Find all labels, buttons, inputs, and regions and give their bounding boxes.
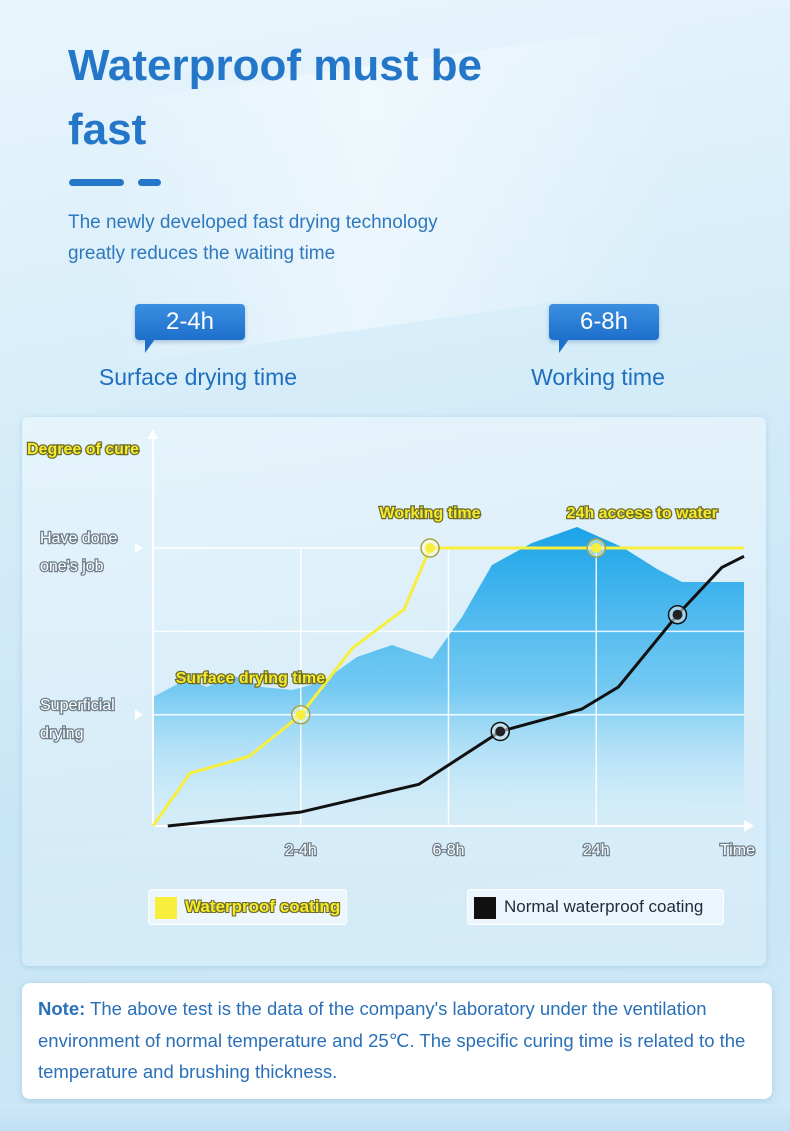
surface-drying-label: Surface drying time: [98, 364, 298, 390]
bottom-strip: [0, 1104, 790, 1131]
y-tick-label-line: one's job: [40, 558, 104, 575]
legend-label-waterproof-coating: Waterproof coating: [185, 897, 341, 916]
series-line-normal-coating: [167, 554, 745, 828]
waterproof-marker: [295, 709, 306, 720]
legend-swatch-yellow: [155, 897, 177, 919]
y-tick-marker: [135, 709, 143, 720]
y-axis-title: Degree of cure: [27, 441, 139, 458]
legend-swatch-black: [474, 897, 496, 919]
y-tick-marker: [135, 543, 143, 553]
page-subtitle: The newly developed fast drying technolo…: [68, 212, 438, 264]
note-label: Note:: [38, 998, 86, 1019]
legend-waterproof-coating: Waterproof coating: [148, 889, 347, 925]
marker-annotation: Surface drying time: [176, 670, 325, 687]
chart-panel: Degree of cure Time Superficial drying Have …: [22, 417, 766, 966]
x-tick-label: 2-4h: [285, 842, 317, 859]
working-time-badge: 6-8h: [549, 304, 659, 353]
y-tick-label-line: Superficial: [40, 697, 115, 714]
x-axis-title: Time: [720, 842, 755, 859]
working-time-label: Working time: [531, 364, 665, 390]
title-underline-long: [69, 179, 124, 186]
x-tick-label: 24h: [583, 842, 610, 859]
waterproof-marker: [591, 543, 602, 553]
y-tick-label: Have done one's job: [40, 530, 117, 575]
series-line-waterproof-coating: [151, 546, 744, 827]
y-tick-label: Superficial drying: [40, 697, 115, 742]
x-tick-label: 6-8h: [432, 842, 464, 859]
note-text: Note: The above test is the data of the …: [38, 993, 758, 1088]
note-body: The above test is the data of the compan…: [38, 998, 746, 1082]
note-panel: Note: The above test is the data of the …: [22, 983, 772, 1099]
normal-marker: [495, 726, 506, 737]
title-underline-short: [138, 179, 161, 186]
marker-annotation: Working time: [380, 505, 481, 522]
normal-marker: [672, 609, 683, 620]
legend-label-normal-coating: Normal waterproof coating: [504, 897, 704, 916]
page-title: Waterproof must be fast: [68, 41, 482, 154]
legend-normal-coating: Normal waterproof coating: [467, 889, 724, 925]
marker-annotation: 24h access to water: [567, 505, 718, 522]
cure-chart: Degree of cure Time Superficial drying Have …: [26, 429, 756, 860]
x-axis-arrow: [744, 820, 754, 832]
y-tick-label-line: Have done: [40, 530, 117, 547]
y-axis-arrow: [148, 429, 158, 439]
y-tick-label-line: drying: [40, 725, 84, 742]
waterproof-marker: [425, 543, 436, 553]
surface-drying-badge: 2-4h: [135, 304, 245, 353]
